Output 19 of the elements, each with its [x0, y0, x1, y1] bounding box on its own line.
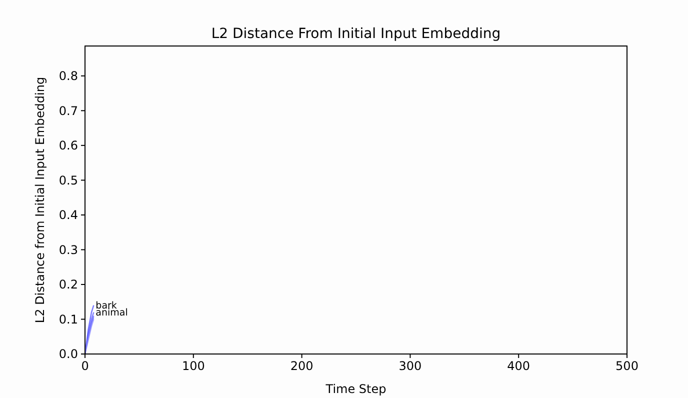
y-tick-label: 0.2 [58, 278, 78, 292]
y-axis-title: L2 Distance from Initial Input Embedding [33, 76, 47, 324]
chart-title: L2 Distance From Initial Input Embedding [211, 26, 501, 42]
y-tick-label: 0.1 [58, 312, 78, 326]
x-tick-label: 400 [507, 359, 530, 373]
y-tick-label: 0.6 [58, 138, 78, 153]
y-tick-label: 0.8 [58, 69, 78, 84]
x-tick-label: 500 [616, 359, 638, 373]
x-axis-title: Time Step [324, 382, 386, 396]
y-tick-label: 0.0 [58, 347, 78, 362]
x-tick-label: 0 [81, 359, 89, 373]
x-tick-label: 200 [290, 359, 314, 373]
x-tick-label: 300 [398, 359, 422, 373]
y-tick-label: 0.4 [58, 208, 78, 222]
series-label: animal [96, 308, 128, 319]
y-tick-label: 0.3 [58, 242, 78, 257]
y-tick-label: 0.7 [58, 104, 78, 118]
x-tick-label: 100 [182, 359, 205, 373]
y-tick-label: 0.5 [58, 173, 78, 188]
